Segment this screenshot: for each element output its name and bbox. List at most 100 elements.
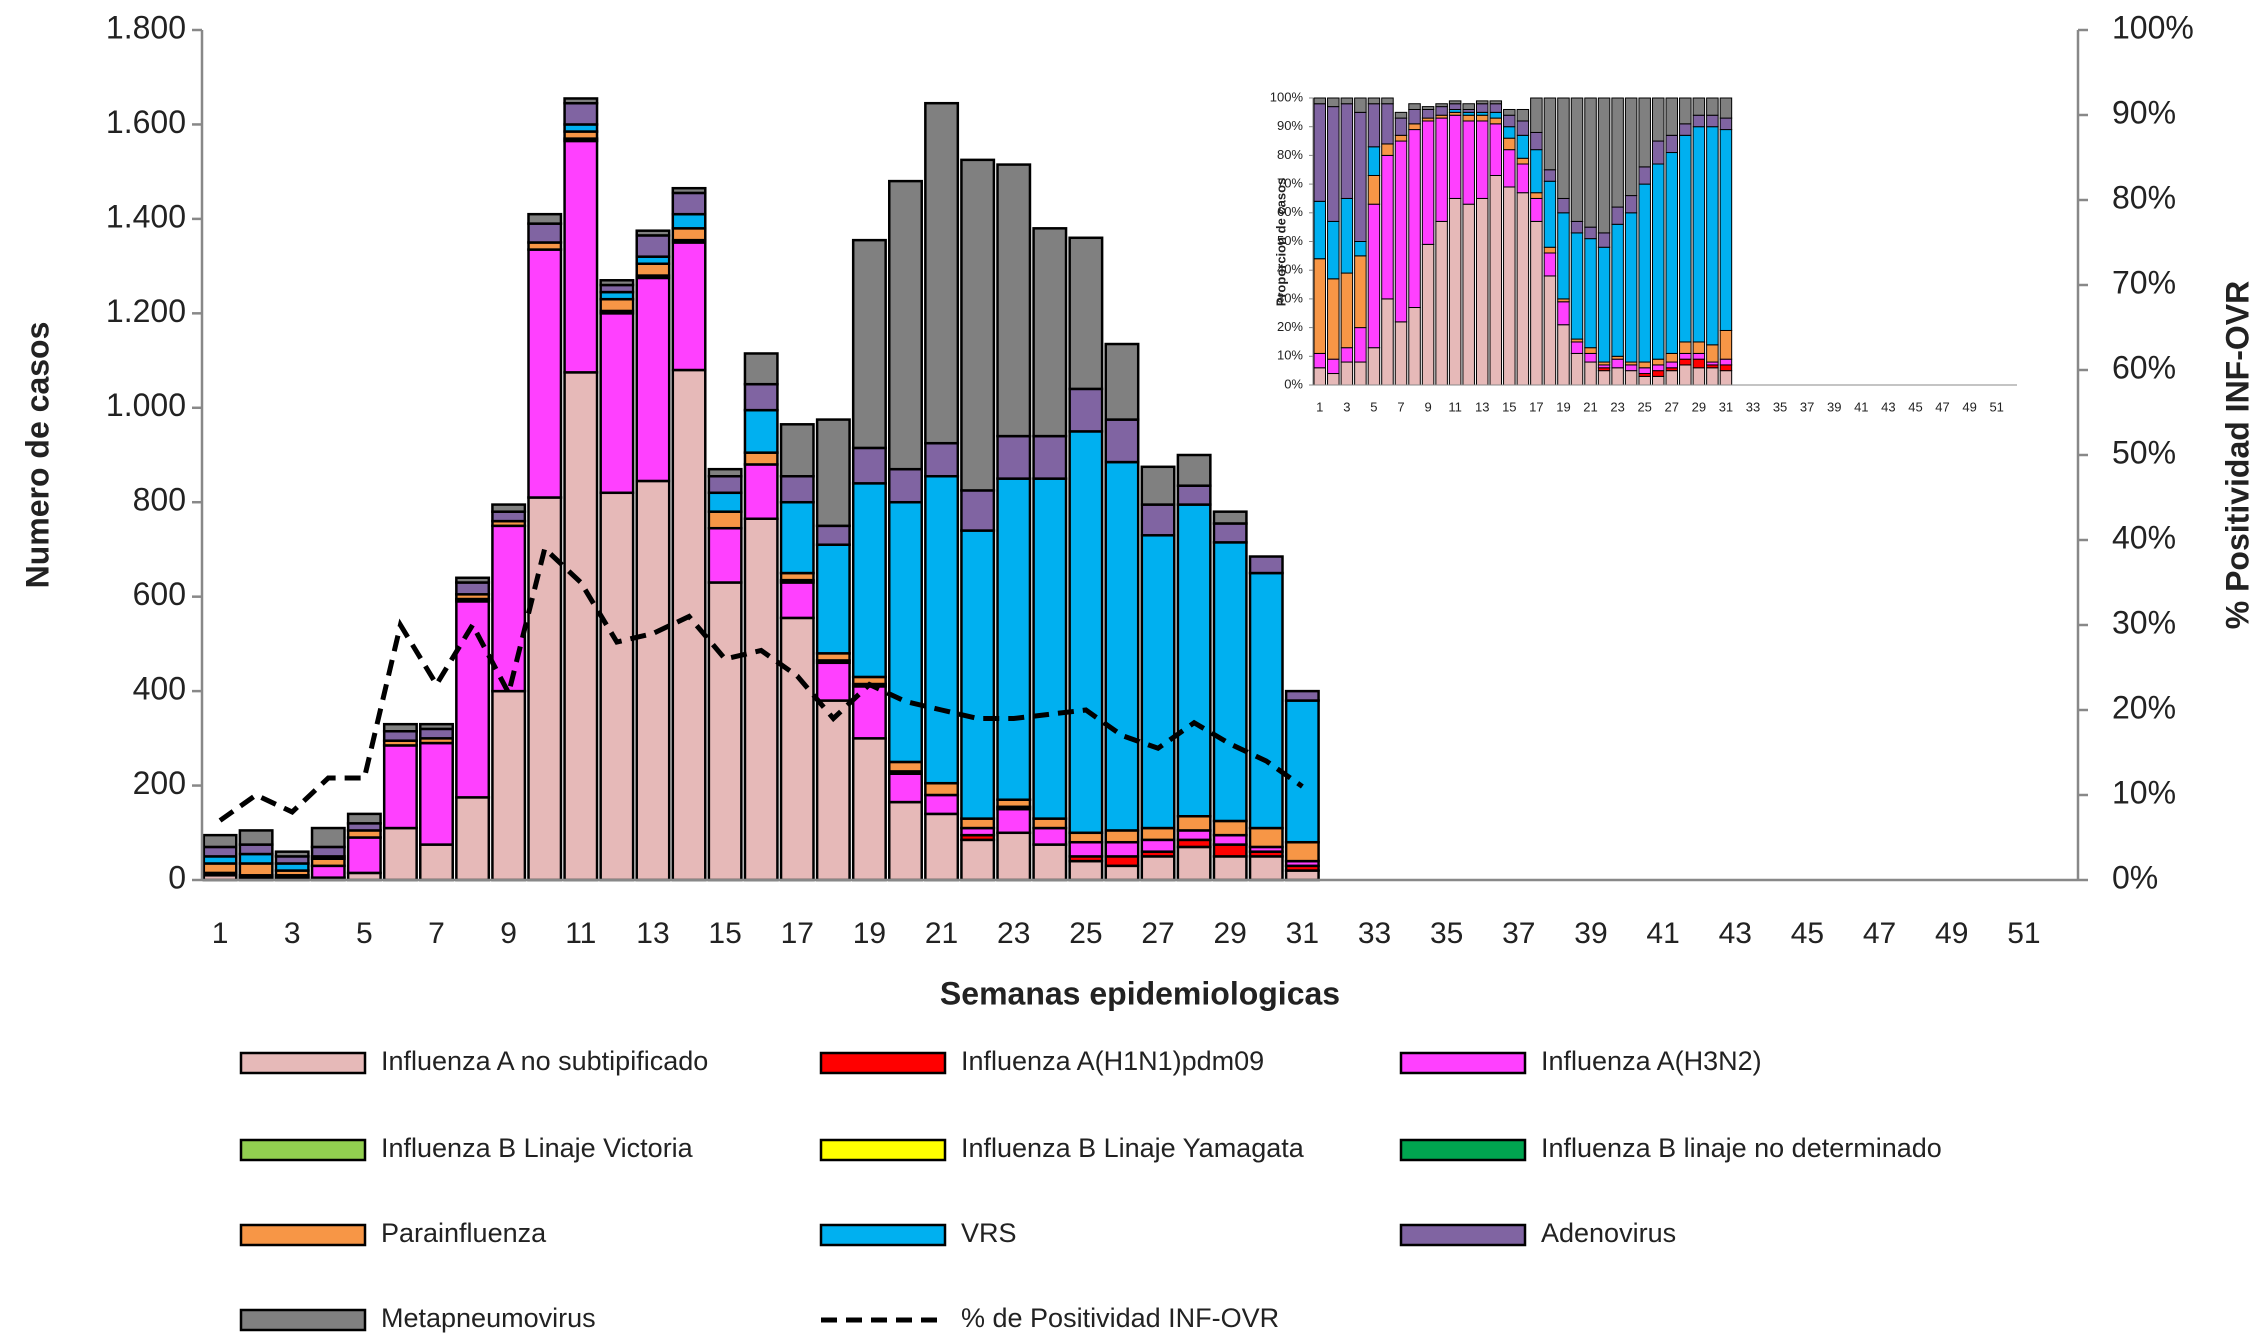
bar-segment	[1692, 97, 1706, 116]
x-tick-label: 19	[853, 917, 886, 950]
bar-segment	[1516, 157, 1530, 165]
bar-segment	[996, 807, 1032, 835]
legend-swatch	[819, 1223, 947, 1247]
bar-segment	[1462, 114, 1475, 122]
y-tick-label: 1.400	[106, 198, 186, 234]
bar-segment	[1679, 352, 1692, 360]
bar-segment	[1638, 183, 1651, 363]
bar-segment	[1448, 197, 1462, 386]
bar-segment	[1475, 100, 1489, 105]
bar-segment	[960, 489, 996, 532]
bar-segment	[1381, 103, 1394, 145]
legend-label: Adenovirus	[1541, 1218, 1676, 1248]
x-tick-label: 21	[925, 917, 958, 950]
line-series	[218, 543, 1304, 823]
y2-tick-label: 100%	[2112, 9, 2194, 45]
bar-segment	[1503, 149, 1516, 188]
bar-segment	[563, 371, 599, 882]
bar-segment	[779, 616, 815, 882]
bar-segment	[671, 191, 707, 216]
bar-segment	[527, 248, 563, 499]
y-tick-label: 10%	[1277, 348, 1303, 363]
bar-segment	[1679, 123, 1692, 136]
bar-segment	[1665, 152, 1679, 354]
x-tick-label: 17	[781, 917, 814, 950]
legend-swatch	[819, 1051, 947, 1075]
legend-label: Influenza B Linaje Victoria	[381, 1133, 694, 1163]
bar-segment	[707, 467, 743, 478]
bar-segment	[1176, 845, 1212, 882]
bar-segment	[1489, 103, 1503, 113]
bar-segment	[599, 491, 635, 882]
bar-segment	[1638, 367, 1651, 375]
bar-segment	[1104, 855, 1140, 868]
bar-segment	[1354, 111, 1367, 242]
bar-segment	[527, 212, 563, 225]
legend-swatch	[1399, 1223, 1527, 1247]
bar-segment	[1516, 192, 1530, 386]
x-tick-label: 11	[1448, 399, 1462, 414]
bar-segment	[346, 812, 382, 825]
bar-segment	[1340, 97, 1354, 105]
bar-segment	[1638, 97, 1651, 168]
y2-tick-label: 10%	[2112, 774, 2176, 810]
bar-segment	[671, 212, 707, 230]
bar-segment	[1624, 364, 1638, 372]
bar-segment	[1719, 129, 1733, 331]
bar-segment	[635, 229, 671, 237]
bar-segment	[1367, 146, 1381, 176]
bar-segment	[815, 543, 851, 655]
x-tick-label: 3	[284, 917, 301, 950]
bar-segment	[635, 479, 671, 882]
bar-segment	[274, 850, 310, 858]
bar-segment	[707, 475, 743, 495]
bar-segment	[707, 491, 743, 513]
bar-segment	[1448, 100, 1462, 105]
bar-segment	[1140, 465, 1176, 506]
bar-segment	[563, 97, 599, 105]
bar-segment	[1068, 236, 1104, 391]
bar-segment	[1212, 833, 1248, 846]
x-tick-label: 1	[1316, 399, 1323, 414]
x-tick-label: 37	[1800, 399, 1814, 414]
y2-tick-label: 30%	[2112, 604, 2176, 640]
bar-segment	[419, 741, 454, 846]
bar-segment	[671, 241, 707, 372]
bar-segment	[1719, 364, 1733, 372]
bar-segment	[1140, 838, 1176, 853]
bar-segment	[1354, 361, 1367, 386]
legend-label: Influenza B linaje no determinado	[1541, 1133, 1942, 1163]
bar-segment	[1665, 352, 1679, 363]
bar-segment	[1176, 829, 1212, 842]
bar-segment	[1313, 97, 1327, 105]
bar-segment	[815, 524, 851, 546]
bar-segment	[1651, 375, 1665, 386]
bar-segment	[1651, 140, 1665, 165]
bar-segment	[1248, 571, 1284, 830]
bar-segment	[1140, 503, 1176, 537]
bar-segment	[1475, 197, 1489, 386]
bar-segment	[1327, 220, 1340, 280]
bar-segment	[1624, 195, 1638, 214]
bar-segment	[635, 262, 671, 277]
bar-segment	[599, 312, 635, 495]
bar-segment	[1530, 97, 1543, 133]
x-tick-label: 35	[1430, 917, 1463, 950]
bar-segment	[1284, 689, 1320, 702]
x-tick-label: 13	[1475, 399, 1489, 414]
bar-segment	[1354, 241, 1367, 257]
bar-segment	[1435, 106, 1448, 116]
bar-segment	[1679, 97, 1692, 125]
x-tick-label: 29	[1692, 399, 1706, 414]
bar-segment	[1435, 103, 1448, 108]
x-tick-label: 5	[356, 917, 373, 950]
bar-segment	[1543, 180, 1557, 248]
bar-segment	[1408, 129, 1421, 309]
bar-segment	[1516, 163, 1530, 194]
bar-segment	[1503, 186, 1516, 386]
x-tick-label: 19	[1556, 399, 1570, 414]
x-tick-label: 27	[1141, 917, 1174, 950]
bar-segment	[455, 796, 491, 882]
y-tick-label: 60%	[1277, 204, 1303, 219]
legend-swatch	[1399, 1138, 1527, 1162]
